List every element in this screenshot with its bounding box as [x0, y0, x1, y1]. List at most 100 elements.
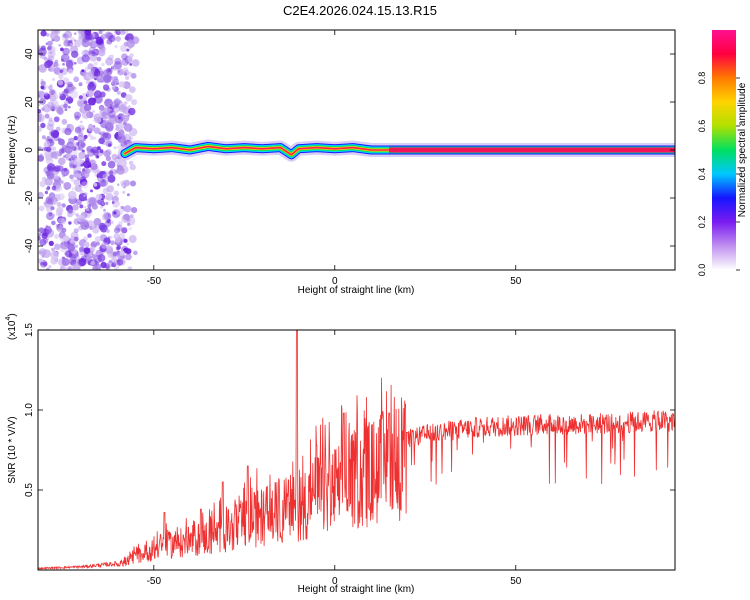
- noise-speckle: [66, 59, 75, 67]
- noise-speckle: [60, 180, 65, 185]
- noise-speckle: [39, 97, 46, 105]
- ridge-red-core: [124, 145, 675, 156]
- noise-speckle: [114, 57, 122, 65]
- noise-speckle: [90, 241, 98, 248]
- noise-speckle: [120, 92, 127, 98]
- noise-speckle: [107, 160, 116, 169]
- noise-speckle: [102, 173, 109, 180]
- noise-speckle: [65, 187, 68, 191]
- noise-speckle: [124, 55, 133, 64]
- noise-speckle: [39, 180, 46, 188]
- noise-speckle: [38, 109, 42, 114]
- noise-speckle: [38, 205, 45, 212]
- noise-speckle: [41, 107, 45, 111]
- noise-speckle: [109, 138, 113, 142]
- noise-speckle: [93, 61, 99, 66]
- spectrogram-x-label: Height of straight line (km): [298, 285, 415, 296]
- noise-speckle: [49, 51, 52, 55]
- noise-speckle: [97, 266, 102, 270]
- noise-speckle: [128, 110, 131, 114]
- noise-speckle: [133, 250, 138, 256]
- noise-speckle: [102, 187, 109, 195]
- noise-speckle: [81, 181, 89, 189]
- noise-speckle: [119, 30, 126, 36]
- noise-speckle: [44, 202, 47, 205]
- noise-speckle: [117, 134, 126, 144]
- noise-speckle: [60, 240, 69, 250]
- noise-speckle: [111, 86, 116, 90]
- noise-speckle: [101, 111, 107, 117]
- noise-speckle: [96, 241, 100, 246]
- noise-speckle: [45, 229, 51, 234]
- noise-speckle: [88, 123, 93, 129]
- noise-speckle: [64, 153, 69, 159]
- noise-speckle: [74, 61, 77, 65]
- noise-speckle: [67, 243, 75, 252]
- noise-speckle: [51, 146, 57, 151]
- noise-speckle: [61, 258, 70, 266]
- noise-speckle: [115, 36, 121, 42]
- noise-speckle: [123, 205, 132, 213]
- noise-speckle: [47, 40, 53, 47]
- noise-speckle: [98, 66, 102, 71]
- noise-speckle: [81, 127, 85, 130]
- colorbar-tick-label: 0.6: [697, 120, 707, 133]
- colorbar: 0.0 0.2 0.4 0.6 0.8 Normalized spectral ampl…: [697, 30, 748, 276]
- noise-speckle: [89, 225, 93, 229]
- noise-speckle: [72, 164, 77, 169]
- noise-speckle: [87, 204, 92, 209]
- snr-x-tick-label: 0: [332, 576, 338, 587]
- noise-speckle: [38, 44, 41, 49]
- spectrogram-y-tick-label: 20: [24, 96, 35, 108]
- noise-speckle: [112, 78, 119, 85]
- noise-speckle: [73, 236, 79, 242]
- noise-speckle: [83, 194, 86, 197]
- noise-speckle: [123, 101, 128, 105]
- noise-speckle: [80, 178, 88, 186]
- noise-speckle: [119, 250, 125, 256]
- noise-speckle: [105, 193, 114, 201]
- noise-speckle: [113, 190, 119, 196]
- noise-speckle: [85, 208, 90, 212]
- noise-speckle: [38, 235, 41, 241]
- noise-speckle: [114, 30, 118, 34]
- noise-speckle: [91, 253, 96, 259]
- noise-speckle: [129, 63, 133, 66]
- noise-speckle: [84, 30, 92, 36]
- noise-speckle: [79, 120, 83, 124]
- noise-speckle: [63, 103, 68, 109]
- noise-speckle: [118, 81, 126, 88]
- noise-speckle: [75, 213, 79, 217]
- noise-speckle: [116, 245, 122, 250]
- noise-speckle: [100, 33, 107, 40]
- noise-speckle: [93, 218, 102, 226]
- noise-speckle: [127, 222, 131, 226]
- noise-speckle: [79, 218, 88, 227]
- noise-speckle: [106, 229, 110, 234]
- noise-speckle: [85, 79, 91, 85]
- noise-speckle: [104, 98, 113, 108]
- noise-speckle: [74, 184, 82, 192]
- noise-speckle: [56, 106, 64, 115]
- noise-speckle: [41, 135, 46, 140]
- snr-series-line: [38, 330, 675, 570]
- noise-speckle: [69, 163, 75, 169]
- noise-speckle: [128, 86, 136, 93]
- noise-speckle: [95, 193, 103, 201]
- colorbar-tick-label: 0.8: [697, 72, 707, 85]
- noise-speckle: [97, 254, 106, 262]
- noise-speckle: [63, 33, 69, 39]
- noise-speckle: [94, 236, 101, 243]
- noise-speckle: [108, 143, 112, 147]
- noise-speckle: [117, 145, 121, 150]
- noise-speckle: [78, 82, 83, 87]
- noise-speckle: [111, 115, 120, 124]
- noise-speckle: [46, 267, 50, 270]
- colorbar-strip: [712, 30, 736, 270]
- noise-speckle: [84, 241, 90, 248]
- noise-speckle: [78, 35, 84, 42]
- noise-speckle: [66, 95, 70, 98]
- noise-speckle: [108, 170, 114, 176]
- noise-speckle: [116, 183, 120, 186]
- noise-speckle: [110, 76, 119, 85]
